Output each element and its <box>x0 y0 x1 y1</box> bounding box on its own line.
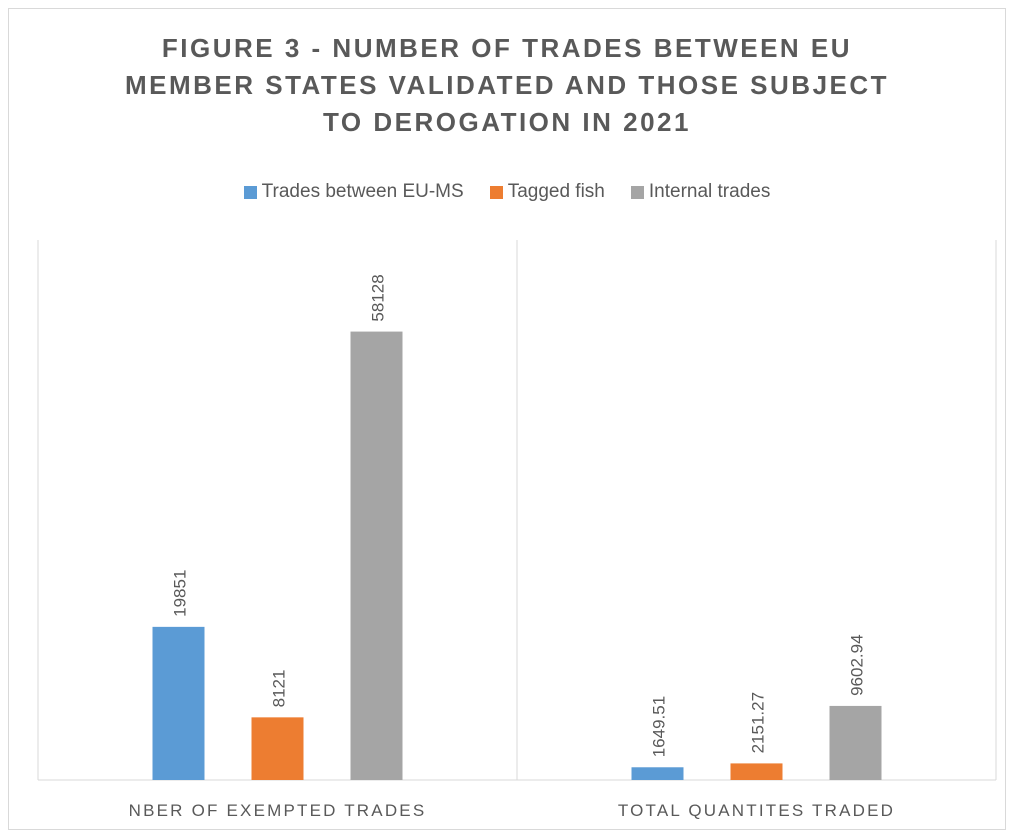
bar-0-1 <box>631 767 684 780</box>
legend-item-internal-trades: Internal trades <box>630 181 771 203</box>
bar-1-0 <box>251 717 304 780</box>
data-label-0-1: 1649.51 <box>650 696 669 757</box>
legend-label-internal-trades: Internal trades <box>648 181 771 202</box>
x-tick-label-0: NBER OF EXEMPTED TRADES <box>129 801 427 820</box>
chart-title-line-1: FIGURE 3 - NUMBER OF TRADES BETWEEN EU <box>161 33 853 63</box>
data-label-1-1: 2151.27 <box>749 692 768 753</box>
bar-0-0 <box>152 626 205 780</box>
legend-swatch-trades-between-eu-ms <box>243 185 257 199</box>
legend-item-tagged-fish: Tagged fish <box>489 181 605 203</box>
bar-1-1 <box>730 763 783 780</box>
legend-swatch-tagged-fish <box>489 185 503 199</box>
data-label-0-0: 19851 <box>171 570 190 617</box>
bar-2-0 <box>350 331 403 780</box>
chart-title: FIGURE 3 - NUMBER OF TRADES BETWEEN EU M… <box>0 30 1014 141</box>
legend: Trades between EU-MS Tagged fish Interna… <box>0 180 1014 204</box>
legend-label-tagged-fish: Tagged fish <box>507 181 605 202</box>
chart-title-line-2: MEMBER STATES VALIDATED AND THOSE SUBJEC… <box>124 70 890 100</box>
bar-2-1 <box>829 705 882 780</box>
legend-swatch-internal-trades <box>630 185 644 199</box>
legend-item-trades-between-eu-ms: Trades between EU-MS <box>243 181 464 203</box>
data-label-2-1: 9602.94 <box>848 634 867 695</box>
data-label-1-0: 8121 <box>270 670 289 708</box>
data-label-2-0: 58128 <box>369 274 388 321</box>
chart-title-line-3: TO DEROGATION IN 2021 <box>323 107 691 137</box>
legend-label-trades-between-eu-ms: Trades between EU-MS <box>261 181 464 202</box>
x-tick-label-1: TOTAL QUANTITES TRADED <box>618 801 895 820</box>
